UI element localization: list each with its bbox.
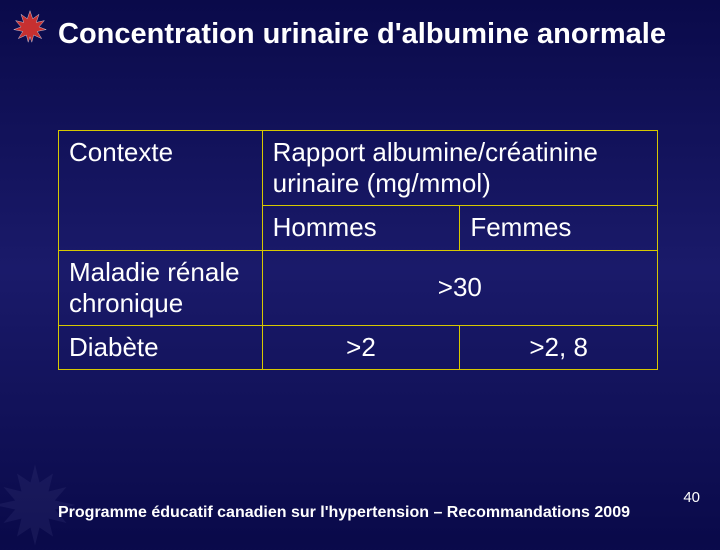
slide-title: Concentration urinaire d'albumine anorma… bbox=[58, 18, 680, 51]
row-diabetes-men: >2 bbox=[262, 325, 460, 369]
page-number: 40 bbox=[683, 489, 700, 506]
header-women: Femmes bbox=[460, 206, 658, 250]
row-ckd-value: >30 bbox=[262, 250, 657, 325]
logo-maple-leaf bbox=[12, 8, 48, 44]
albumin-table: Contexte Rapport albumine/créatinine uri… bbox=[58, 130, 658, 370]
slide-footer: Programme éducatif canadien sur l'hypert… bbox=[58, 503, 650, 522]
row-diabetes-context: Diabète bbox=[59, 325, 263, 369]
row-diabetes-women: >2, 8 bbox=[460, 325, 658, 369]
row-ckd-context: Maladie rénale chronique bbox=[59, 250, 263, 325]
header-men: Hommes bbox=[262, 206, 460, 250]
header-ratio: Rapport albumine/créatinine urinaire (mg… bbox=[262, 131, 657, 206]
header-context: Contexte bbox=[59, 131, 263, 251]
